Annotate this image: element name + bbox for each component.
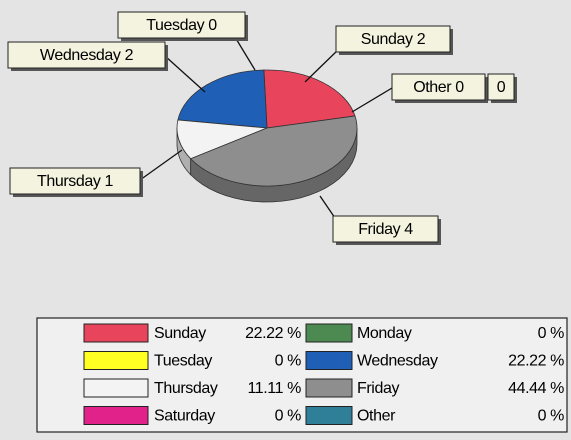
legend-name: Friday xyxy=(357,380,399,397)
legend-percent: 22.22 % xyxy=(508,353,564,370)
slice-label: 0 xyxy=(497,79,506,96)
legend-percent: 0 % xyxy=(538,408,565,425)
label-name: Sunday xyxy=(361,31,413,48)
slice-label: Tuesday 0 xyxy=(146,17,217,34)
legend-swatch xyxy=(305,351,353,370)
legend-name: Other xyxy=(357,408,396,425)
legend: Sunday 22.22 % Monday 0 % Tuesday 0 % Wednesda… xyxy=(83,323,565,425)
legend-name: Wednesday xyxy=(357,353,438,370)
label-name: Wednesday xyxy=(40,47,121,64)
label-name: Friday xyxy=(358,221,400,238)
leader-line xyxy=(304,47,341,83)
label-value: 2 xyxy=(125,47,134,64)
pie-slice xyxy=(263,69,356,129)
label-name: Tuesday xyxy=(146,17,204,34)
pie-labels: Sunday 2 Tuesday 0 Wednesday 2 Thursday 1 Fr… xyxy=(7,11,517,245)
legend-percent: 44.44 % xyxy=(508,380,564,397)
label-value: 1 xyxy=(105,173,114,190)
slice-label: Other 0 xyxy=(413,79,464,96)
label-name: Other xyxy=(413,79,452,96)
legend-name: Tuesday xyxy=(154,353,212,370)
legend-name: Thursday xyxy=(154,380,218,397)
label-box xyxy=(7,41,166,69)
label-box xyxy=(332,215,439,243)
label-value: 4 xyxy=(404,221,413,238)
pie-slice xyxy=(177,69,268,129)
legend-swatch xyxy=(305,323,353,343)
pie-slice xyxy=(189,115,358,187)
legend-swatch xyxy=(83,406,149,425)
legend-percent: 11.11 % xyxy=(247,380,301,397)
label-box xyxy=(391,73,486,101)
legend-percent: 22.22 % xyxy=(245,325,301,342)
legend-percent: 0 % xyxy=(275,353,302,370)
label-value: 0 xyxy=(455,79,464,96)
legend-swatch xyxy=(83,323,149,343)
label-box xyxy=(9,167,141,195)
legend-swatch xyxy=(305,378,353,398)
legend-name: Saturday xyxy=(154,408,215,425)
leader-line xyxy=(234,36,256,71)
legend-swatch xyxy=(305,406,353,425)
label-box xyxy=(487,73,515,101)
label-name: Thursday xyxy=(37,173,101,190)
legend-swatch xyxy=(83,351,149,370)
label-box xyxy=(117,11,246,39)
label-value: 0 xyxy=(208,17,217,34)
pie-tops xyxy=(176,69,358,187)
leader-line xyxy=(139,149,183,181)
slice-label: Thursday 1 xyxy=(37,173,114,190)
leader-line xyxy=(319,195,336,219)
legend-percent: 0 % xyxy=(538,325,565,342)
legend-name: Monday xyxy=(357,325,412,342)
legend-swatch xyxy=(83,378,149,398)
slice-label: Wednesday 2 xyxy=(40,47,134,64)
legend-name: Sunday xyxy=(154,325,206,342)
slice-label: Friday 4 xyxy=(358,221,413,238)
leader-line xyxy=(164,55,206,93)
legend-percent: 0 % xyxy=(275,408,302,425)
label-box xyxy=(335,25,451,53)
slice-label: Sunday 2 xyxy=(361,31,426,48)
leader-line xyxy=(351,87,393,113)
label-value: 2 xyxy=(417,31,426,48)
